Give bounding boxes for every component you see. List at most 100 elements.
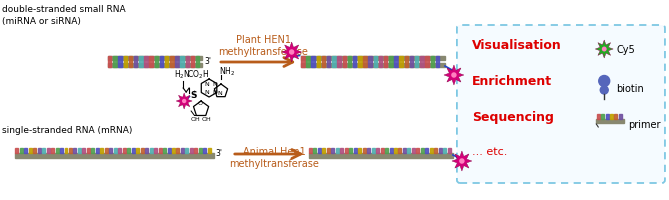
Bar [15, 148, 18, 153]
Bar [181, 56, 184, 68]
Bar [601, 114, 604, 119]
Bar [42, 148, 45, 153]
Bar [358, 148, 361, 153]
Bar [195, 148, 197, 153]
Bar [69, 148, 72, 153]
Bar [322, 56, 325, 68]
Bar [155, 56, 158, 68]
Bar [425, 148, 428, 153]
Bar [172, 148, 175, 153]
Text: Visualisation: Visualisation [472, 39, 561, 52]
Bar [394, 148, 397, 153]
Bar [199, 148, 202, 153]
Text: Plant HEN1
methyltransferase: Plant HEN1 methyltransferase [218, 35, 308, 57]
Bar [300, 56, 445, 61]
Bar [127, 148, 130, 153]
Bar [313, 148, 316, 153]
Bar [47, 148, 50, 153]
Bar [367, 148, 370, 153]
Text: Sequencing: Sequencing [472, 110, 554, 123]
Bar [124, 56, 127, 68]
Bar [145, 56, 148, 68]
Bar [326, 148, 330, 153]
Bar [336, 148, 339, 153]
Bar [410, 56, 413, 68]
Bar [399, 56, 403, 68]
Bar [309, 148, 312, 153]
Bar [379, 56, 382, 68]
Bar [56, 148, 58, 153]
Polygon shape [444, 66, 464, 86]
Bar [96, 148, 99, 153]
Text: double-stranded small RNA
(miRNA or siRNA): double-stranded small RNA (miRNA or siRN… [2, 5, 126, 26]
Bar [322, 148, 325, 153]
Bar [420, 56, 423, 68]
Bar [165, 56, 169, 68]
Bar [29, 148, 31, 153]
Bar [300, 63, 445, 68]
Bar [399, 148, 401, 153]
Bar [407, 148, 410, 153]
Bar [369, 56, 372, 68]
Bar [196, 56, 199, 68]
Circle shape [289, 50, 294, 55]
Bar [425, 56, 429, 68]
Text: N: N [212, 90, 217, 95]
Bar [132, 148, 134, 153]
Bar [332, 56, 336, 68]
Bar [384, 56, 387, 68]
Text: Animal Hen1
methyltransferase: Animal Hen1 methyltransferase [229, 147, 319, 168]
Bar [301, 56, 304, 68]
Text: Cy5: Cy5 [616, 45, 635, 55]
Bar [421, 148, 424, 153]
Text: S: S [190, 91, 197, 100]
Bar [191, 56, 194, 68]
Bar [341, 148, 343, 153]
Text: N: N [204, 82, 209, 87]
Bar [108, 56, 112, 68]
Bar [596, 119, 624, 123]
Text: $\rm CO_2H$: $\rm CO_2H$ [187, 69, 209, 81]
Bar [415, 56, 419, 68]
Bar [385, 148, 388, 153]
Bar [439, 148, 442, 153]
Text: primer: primer [628, 119, 660, 129]
Bar [128, 56, 132, 68]
Bar [105, 148, 108, 153]
Bar [306, 56, 310, 68]
Text: single-stranded RNA (mRNA): single-stranded RNA (mRNA) [2, 125, 132, 134]
Bar [167, 148, 171, 153]
Text: N: N [217, 91, 221, 96]
Circle shape [599, 76, 609, 87]
Bar [394, 56, 398, 68]
Text: 3': 3' [215, 148, 222, 157]
Bar [33, 148, 36, 153]
Bar [170, 56, 173, 68]
Text: 3': 3' [204, 57, 211, 66]
Bar [159, 148, 161, 153]
Text: biotin: biotin [616, 84, 644, 94]
Circle shape [182, 99, 187, 104]
Bar [327, 56, 330, 68]
Circle shape [600, 87, 608, 95]
Bar [82, 148, 86, 153]
Text: Enrichment: Enrichment [472, 75, 552, 88]
Text: $\rm H_2N$: $\rm H_2N$ [174, 69, 191, 81]
Bar [373, 56, 377, 68]
Bar [203, 148, 206, 153]
Text: O: O [198, 100, 203, 105]
Bar [154, 148, 157, 153]
Bar [113, 56, 116, 68]
Bar [354, 148, 357, 153]
Bar [74, 148, 76, 153]
Bar [190, 148, 193, 153]
Bar [403, 148, 406, 153]
Bar [318, 148, 321, 153]
Bar [308, 153, 453, 158]
Bar [19, 148, 23, 153]
Circle shape [459, 158, 465, 164]
Text: OH: OH [190, 116, 200, 121]
Polygon shape [176, 94, 192, 109]
Bar [349, 148, 352, 153]
Bar [436, 56, 439, 68]
